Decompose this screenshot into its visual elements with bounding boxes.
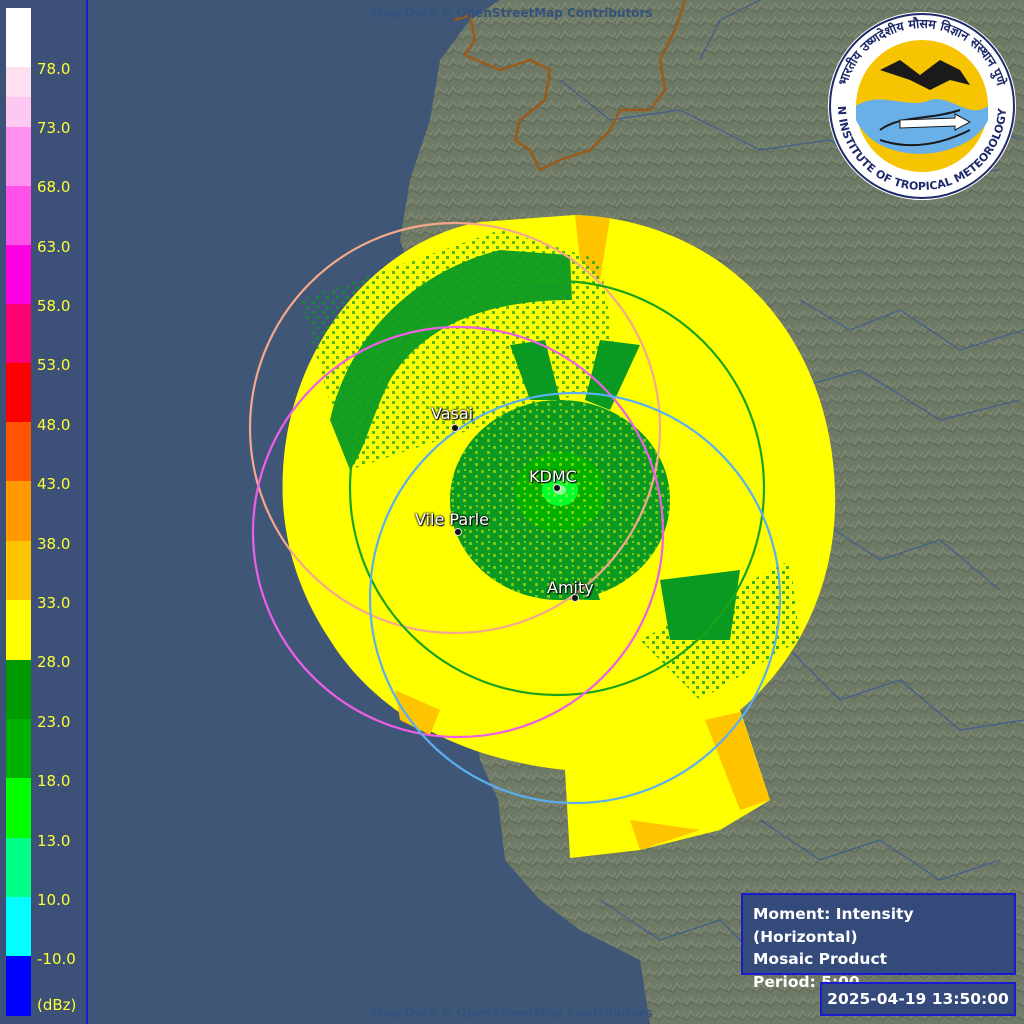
legend-tick-label: 38.0 xyxy=(37,535,71,553)
legend-tick-label: 48.0 xyxy=(37,416,71,434)
legend-swatch xyxy=(6,186,31,246)
legend-tick-label: 73.0 xyxy=(37,119,71,137)
site-marker-vasai[interactable] xyxy=(451,424,459,432)
timestamp: 2025-04-19 13:50:00 xyxy=(827,990,1009,1008)
district-boundary xyxy=(454,0,687,172)
range-ring-amity xyxy=(368,391,782,805)
radar-range-rings xyxy=(248,221,782,805)
legend-swatch xyxy=(6,956,31,1016)
attribution-top: Map Data © OpenStreetMap Contributors xyxy=(371,6,653,20)
legend-tick-label: 33.0 xyxy=(37,594,71,612)
range-ring-vile-parle xyxy=(251,325,665,739)
legend-tick-label: 63.0 xyxy=(37,238,71,256)
radar-sites xyxy=(451,424,579,602)
legend-swatch xyxy=(6,481,31,541)
legend-tick-label: -10.0 xyxy=(37,950,76,968)
legend-swatch xyxy=(6,838,31,898)
legend-swatch xyxy=(6,8,31,68)
legend-swatch xyxy=(6,245,31,305)
legend-tick-label: 28.0 xyxy=(37,653,71,671)
legend-swatch xyxy=(6,719,31,779)
legend-tick-label: 78.0 xyxy=(37,60,71,78)
legend-tick-label: 18.0 xyxy=(37,772,71,790)
legend-tick-label: 10.0 xyxy=(37,891,71,909)
site-marker-vile-parle[interactable] xyxy=(454,528,462,536)
attribution-bottom: Map Data © OpenStreetMap Contributors xyxy=(371,1006,653,1020)
place-label-amity: Amity xyxy=(547,578,594,597)
legend-tick-label: 13.0 xyxy=(37,832,71,850)
legend-tick-label: 58.0 xyxy=(37,297,71,315)
site-marker-kdmc[interactable] xyxy=(553,484,561,492)
legend-swatch xyxy=(6,897,31,957)
legend-tick-label: 43.0 xyxy=(37,475,71,493)
legend-swatch xyxy=(6,541,31,601)
legend-swatch xyxy=(6,127,31,187)
legend-swatch xyxy=(6,778,31,838)
legend-swatch xyxy=(6,304,31,364)
product-label: Mosaic Product xyxy=(753,950,888,968)
legend-swatch xyxy=(6,660,31,720)
timestamp-panel: 2025-04-19 13:50:00 xyxy=(820,982,1016,1016)
legend-swatch xyxy=(6,97,31,127)
legend-unit: (dBz) xyxy=(37,996,77,1014)
range-ring-kdmc xyxy=(348,279,766,697)
site-marker-amity[interactable] xyxy=(571,594,579,602)
legend-swatch xyxy=(6,600,31,660)
place-label-kdmc: KDMC xyxy=(529,467,577,486)
radar-echo xyxy=(282,215,836,858)
color-legend: 78.0 73.0 68.0 63.0 58.0 53.0 48.0 43.0 38.0 33.0… xyxy=(0,0,88,1024)
legend-tick-label: 23.0 xyxy=(37,713,71,731)
legend-swatch xyxy=(6,422,31,482)
range-ring-vasai xyxy=(248,221,662,635)
legend-tick-label: 53.0 xyxy=(37,356,71,374)
legend-swatch xyxy=(6,363,31,423)
legend-swatch xyxy=(6,67,31,97)
legend-tick-label: 68.0 xyxy=(37,178,71,196)
place-label-vasai: Vasai xyxy=(431,404,474,423)
place-label-vile-parle: Vile Parle xyxy=(415,510,490,529)
iitm-logo: भारतीय उष्णदेशीय मौसम विज्ञान संस्थान पु… xyxy=(820,10,1016,200)
product-info-panel: Moment: Intensity (Horizontal) Mosaic Pr… xyxy=(741,893,1016,991)
moment-label: Moment: Intensity (Horizontal) xyxy=(753,905,914,946)
